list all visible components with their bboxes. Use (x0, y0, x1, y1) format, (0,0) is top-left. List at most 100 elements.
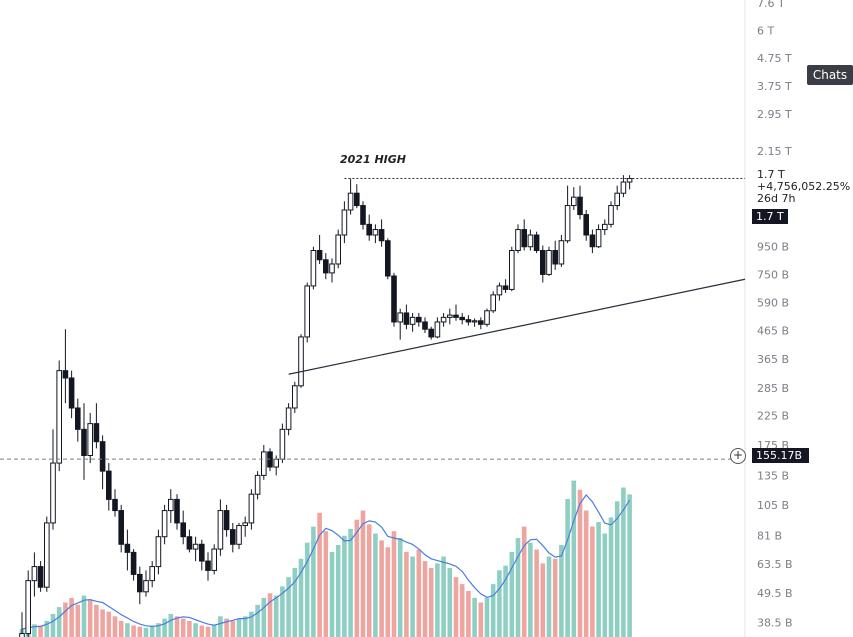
candle-body (68, 377, 75, 409)
volume-bar (348, 528, 353, 637)
volume-bar (118, 620, 124, 637)
volume-bar (174, 616, 180, 637)
candle-body (106, 470, 112, 500)
candle-body (341, 209, 348, 236)
volume-bar (249, 611, 254, 637)
volume-bar (373, 533, 378, 637)
candle-body (273, 458, 279, 468)
volume-bar (577, 489, 583, 637)
candle-body (316, 249, 323, 261)
volume-bar (515, 538, 521, 637)
candle-body (31, 566, 38, 582)
volume-bar (180, 618, 186, 637)
volume-bar (112, 616, 118, 637)
candle-body (552, 249, 559, 265)
volume-bar (63, 602, 68, 637)
volume-bar (447, 568, 453, 637)
candle-body (323, 259, 329, 274)
volume-bar (416, 549, 422, 637)
volume-bar (236, 618, 242, 637)
volume-bar (149, 625, 155, 637)
candle-body (571, 196, 577, 207)
candle-body (515, 229, 521, 251)
candle-body (137, 573, 143, 593)
volume-bar (81, 595, 87, 637)
volume-bar (94, 604, 99, 637)
candle-body (354, 192, 360, 207)
candle-body (366, 223, 372, 236)
volume-bar (168, 614, 174, 637)
volume-bar (286, 577, 291, 637)
volume-bar (509, 551, 515, 637)
volume-bar (106, 611, 112, 637)
candle-body (626, 178, 633, 183)
candle-body (223, 510, 230, 531)
volume-bar (304, 542, 310, 637)
candle-body (174, 498, 180, 524)
volume-bar (193, 623, 198, 637)
candle-body (205, 560, 211, 571)
chats-button[interactable]: Chats (807, 65, 853, 85)
volume-bar (335, 545, 341, 637)
y-tick-label: 6 T (757, 25, 774, 38)
candle-body (279, 428, 286, 460)
volume-bar (100, 609, 105, 637)
candle-body (496, 285, 503, 296)
y-tick-label: 465 B (757, 324, 789, 337)
volume-bar (559, 545, 564, 637)
last-price-tag: 1.7 T (752, 209, 788, 224)
y-tick-label: 81 B (757, 529, 782, 542)
volume-bar (360, 510, 366, 637)
candle-body (391, 275, 397, 323)
volume-bar (280, 586, 285, 637)
volume-bar (590, 526, 595, 637)
candle-body (372, 229, 379, 236)
volume-bar (366, 524, 372, 637)
candle-body (595, 229, 602, 248)
y-tick-label: 7.6 T (757, 0, 785, 10)
y-tick-label: 63.5 B (757, 558, 793, 571)
countdown: 26d 7h (757, 192, 796, 205)
candle-body (112, 498, 118, 512)
volume-bar (565, 499, 570, 637)
candle-body (217, 510, 224, 550)
volume-bar (187, 620, 192, 637)
candle-body (254, 474, 261, 495)
candle-body (236, 525, 242, 545)
y-tick-label: 38.5 B (757, 616, 793, 629)
candle-body (199, 543, 205, 562)
volume-bar (87, 600, 93, 637)
y-tick-label: 225 B (757, 410, 789, 423)
candle-body (50, 462, 56, 524)
volume-bar (32, 624, 37, 637)
candle-body (397, 312, 403, 323)
candle-body (37, 566, 44, 588)
volume-bar (546, 556, 552, 637)
candle-body (416, 316, 422, 323)
candle-body (149, 566, 155, 582)
volume-bar (571, 480, 577, 637)
y-tick-label: 49.5 B (757, 587, 793, 600)
volume-bar (218, 616, 223, 637)
volume-bar (528, 542, 533, 637)
candle-body (304, 285, 310, 338)
y-tick-label: 285 B (757, 382, 789, 395)
candle-body (298, 336, 304, 387)
volume-bar (329, 551, 335, 637)
volume-bar (156, 623, 161, 637)
volume-bar (534, 549, 539, 637)
candle-body (577, 196, 583, 216)
candle-body (155, 536, 162, 568)
candle-body (527, 234, 534, 248)
candle-body (558, 240, 565, 265)
candle-body (130, 551, 137, 575)
volume-bar (521, 526, 527, 637)
candle-body (465, 319, 472, 323)
y-tick-label: 950 B (757, 241, 789, 254)
price-info: 1.7 T +4,756,052.25% 26d 7h (757, 169, 850, 205)
add-alert-icon[interactable]: + (730, 448, 746, 464)
volume-bar (466, 591, 471, 637)
candle-body (99, 441, 106, 472)
volume-bar (583, 510, 589, 637)
